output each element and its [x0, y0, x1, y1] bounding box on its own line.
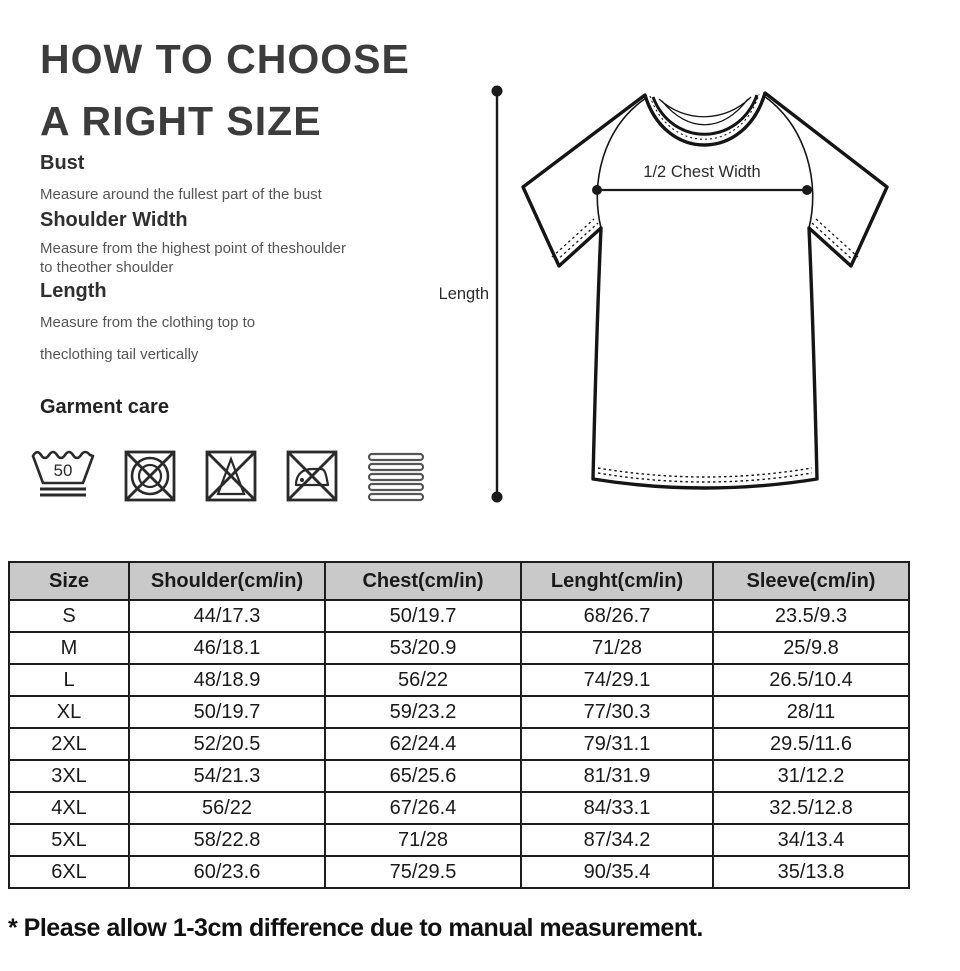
- measurement-cell: 34/13.4: [712, 823, 910, 857]
- page-title-line1: HOW TO CHOOSE: [40, 36, 410, 82]
- length-measure-line: Length: [439, 85, 503, 503]
- chest-measure-line: 1/2 Chest Width: [592, 163, 812, 195]
- table-row: L 48/18.9 56/22 74/29.1 26.5/10.4: [8, 663, 910, 697]
- size-cell: 5XL: [8, 823, 130, 857]
- table-row: 5XL 58/22.8 71/28 87/34.2 34/13.4: [8, 823, 910, 857]
- measurement-cell: 53/20.9: [324, 631, 522, 665]
- size-cell: M: [8, 631, 130, 665]
- size-cell: 3XL: [8, 759, 130, 793]
- column-header: Size: [8, 561, 130, 601]
- measurement-cell: 81/31.9: [520, 759, 714, 793]
- measurement-cell: 56/22: [128, 791, 326, 825]
- shoulder-width-description-line2: to theother shoulder: [40, 259, 174, 276]
- measurement-cell: 90/35.4: [520, 855, 714, 889]
- measurement-cell: 48/18.9: [128, 663, 326, 697]
- chest-width-label: 1/2 Chest Width: [643, 163, 760, 181]
- measurement-cell: 59/23.2: [324, 695, 522, 729]
- measurement-cell: 25/9.8: [712, 631, 910, 665]
- measurement-cell: 35/13.8: [712, 855, 910, 889]
- measurement-cell: 23.5/9.3: [712, 599, 910, 633]
- measurement-cell: 75/29.5: [324, 855, 522, 889]
- page-title: HOW TO CHOOSE A RIGHT SIZE: [40, 28, 410, 152]
- table-row: M 46/18.1 53/20.9 71/28 25/9.8: [8, 631, 910, 665]
- measurement-cell: 50/19.7: [128, 695, 326, 729]
- shoulder-width-description: Measure from the highest point of thesho…: [40, 239, 346, 277]
- shoulder-width-heading: Shoulder Width: [40, 209, 188, 231]
- do-not-iron-icon: [285, 449, 339, 503]
- measurement-cell: 60/23.6: [128, 855, 326, 889]
- measurement-cell: 58/22.8: [128, 823, 326, 857]
- size-table-header-row: Size Shoulder(cm/in) Chest(cm/in) Lenght(cm…: [8, 561, 910, 601]
- measurement-cell: 67/26.4: [324, 791, 522, 825]
- garment-care-heading: Garment care: [40, 396, 169, 418]
- garment-care-icons: 50: [30, 441, 426, 503]
- wash-temp-label: 50: [54, 461, 73, 480]
- measurement-cell: 74/29.1: [520, 663, 714, 697]
- length-description-line2: theclothing tail vertically: [40, 346, 199, 363]
- measurement-cell: 32.5/12.8: [712, 791, 910, 825]
- do-not-bleach-icon: [204, 449, 258, 503]
- measurement-cell: 71/28: [324, 823, 522, 857]
- measurement-cell: 77/30.3: [520, 695, 714, 729]
- size-table-body: S 44/17.3 50/19.7 68/26.7 23.5/9.3 M 46/18.1 53…: [8, 599, 910, 889]
- measurement-cell: 28/11: [712, 695, 910, 729]
- size-cell: 4XL: [8, 791, 130, 825]
- measurement-cell: 29.5/11.6: [712, 727, 910, 761]
- measurement-cell: 26.5/10.4: [712, 663, 910, 697]
- measurement-cell: 62/24.4: [324, 727, 522, 761]
- bust-heading: Bust: [40, 152, 85, 174]
- measurement-cell: 65/25.6: [324, 759, 522, 793]
- measurement-cell: 52/20.5: [128, 727, 326, 761]
- measurement-cell: 50/19.7: [324, 599, 522, 633]
- length-label: Length: [440, 285, 489, 303]
- dry-flat-icon: [366, 449, 426, 503]
- measurement-cell: 71/28: [520, 631, 714, 665]
- column-header: Lenght(cm/in): [520, 561, 714, 601]
- bust-description: Measure around the fullest part of the b…: [40, 186, 322, 203]
- measurement-cell: 56/22: [324, 663, 522, 697]
- column-header: Sleeve(cm/in): [712, 561, 910, 601]
- page-title-line2: A RIGHT SIZE: [40, 98, 322, 144]
- table-row: 4XL 56/22 67/26.4 84/33.1 32.5/12.8: [8, 791, 910, 825]
- wash-50-icon: 50: [30, 443, 96, 503]
- table-row: S 44/17.3 50/19.7 68/26.7 23.5/9.3: [8, 599, 910, 633]
- size-cell: 6XL: [8, 855, 130, 889]
- measurement-cell: 31/12.2: [712, 759, 910, 793]
- size-cell: 2XL: [8, 727, 130, 761]
- measurement-cell: 68/26.7: [520, 599, 714, 633]
- tshirt-outline: [521, 91, 889, 490]
- table-row: 6XL 60/23.6 75/29.5 90/35.4 35/13.8: [8, 855, 910, 889]
- measurement-cell: 87/34.2: [520, 823, 714, 857]
- shoulder-width-description-line1: Measure from the highest point of thesho…: [40, 240, 347, 257]
- length-description-line1: Measure from the clothing top to: [40, 314, 256, 331]
- measurement-cell: 44/17.3: [128, 599, 326, 633]
- do-not-tumble-dry-icon: [123, 449, 177, 503]
- column-header: Chest(cm/in): [324, 561, 522, 601]
- size-cell: XL: [8, 695, 130, 729]
- column-header: Shoulder(cm/in): [128, 561, 326, 601]
- table-row: XL 50/19.7 59/23.2 77/30.3 28/11: [8, 695, 910, 729]
- size-table: Size Shoulder(cm/in) Chest(cm/in) Lenght(cm…: [8, 561, 910, 889]
- measurement-cell: 79/31.1: [520, 727, 714, 761]
- measurement-cell: 46/18.1: [128, 631, 326, 665]
- tshirt-measurement-diagram: Length 1/2 Chest Width: [439, 55, 920, 505]
- measurement-disclaimer: * Please allow 1-3cm difference due to m…: [8, 914, 703, 942]
- size-cell: L: [8, 663, 130, 697]
- measurement-cell: 84/33.1: [520, 791, 714, 825]
- measurement-cell: 54/21.3: [128, 759, 326, 793]
- length-heading: Length: [40, 280, 107, 302]
- table-row: 3XL 54/21.3 65/25.6 81/31.9 31/12.2: [8, 759, 910, 793]
- size-cell: S: [8, 599, 130, 633]
- table-row: 2XL 52/20.5 62/24.4 79/31.1 29.5/11.6: [8, 727, 910, 761]
